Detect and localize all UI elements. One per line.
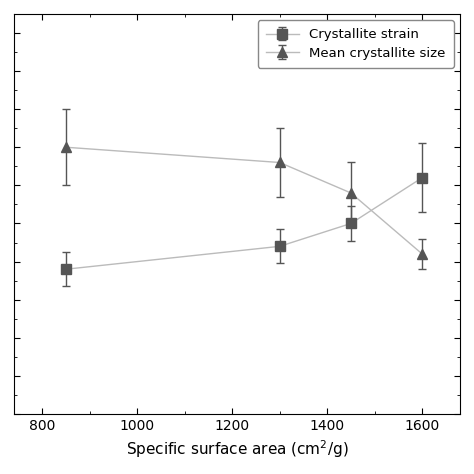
- X-axis label: Specific surface area (cm$^2$/g): Specific surface area (cm$^2$/g): [126, 438, 348, 460]
- Legend: Crystallite strain, Mean crystallite size: Crystallite strain, Mean crystallite siz…: [258, 20, 454, 68]
